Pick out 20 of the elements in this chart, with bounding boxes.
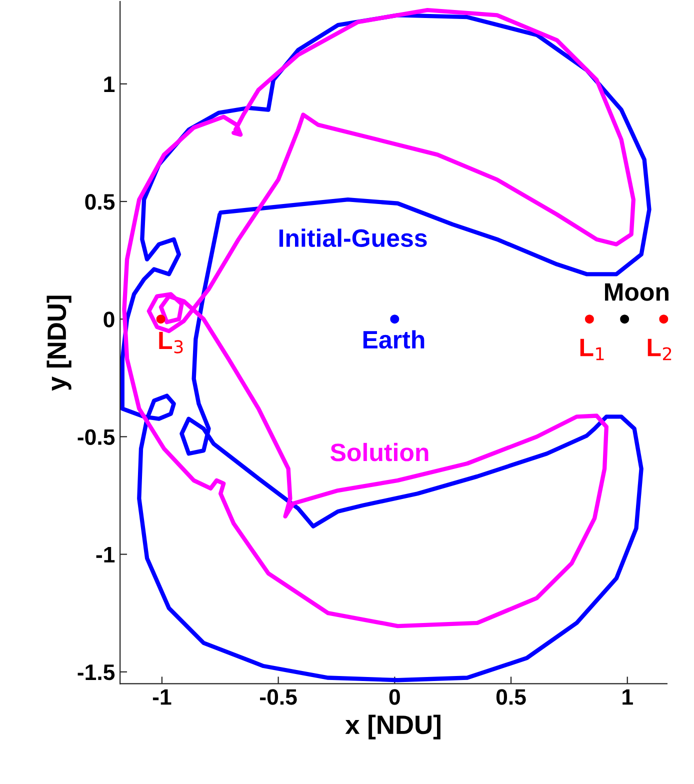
series-label: Solution bbox=[330, 442, 428, 462]
y-tick-label: -1 bbox=[96, 547, 115, 562]
y-tick-label: 0.5 bbox=[85, 194, 115, 210]
series-label: Moon bbox=[605, 283, 668, 301]
x-tick-label: -1 bbox=[152, 689, 172, 705]
y-tick-label: -1.5 bbox=[78, 664, 115, 680]
x-tick-label: 1 bbox=[622, 689, 633, 705]
series-label: L$_{3}$ bbox=[159, 332, 183, 354]
y-tick-label: -0.5 bbox=[78, 429, 115, 445]
x-tick-label: 0 bbox=[389, 689, 400, 705]
x-tick-label: -0.5 bbox=[260, 689, 297, 705]
y-tick-label: 0 bbox=[104, 312, 114, 328]
series-label: Initial-Guess bbox=[279, 228, 427, 248]
y-axis-title: y [NDU] bbox=[46, 296, 72, 391]
series-label: L$_{2}$ bbox=[648, 338, 672, 360]
series-label: L$_{1}$ bbox=[580, 338, 604, 360]
series-label: Earth bbox=[363, 330, 424, 349]
x-axis-title: x [NDU] bbox=[345, 714, 440, 740]
y-tick-label: 1 bbox=[104, 76, 115, 92]
x-tick-label: 0.5 bbox=[496, 689, 526, 705]
